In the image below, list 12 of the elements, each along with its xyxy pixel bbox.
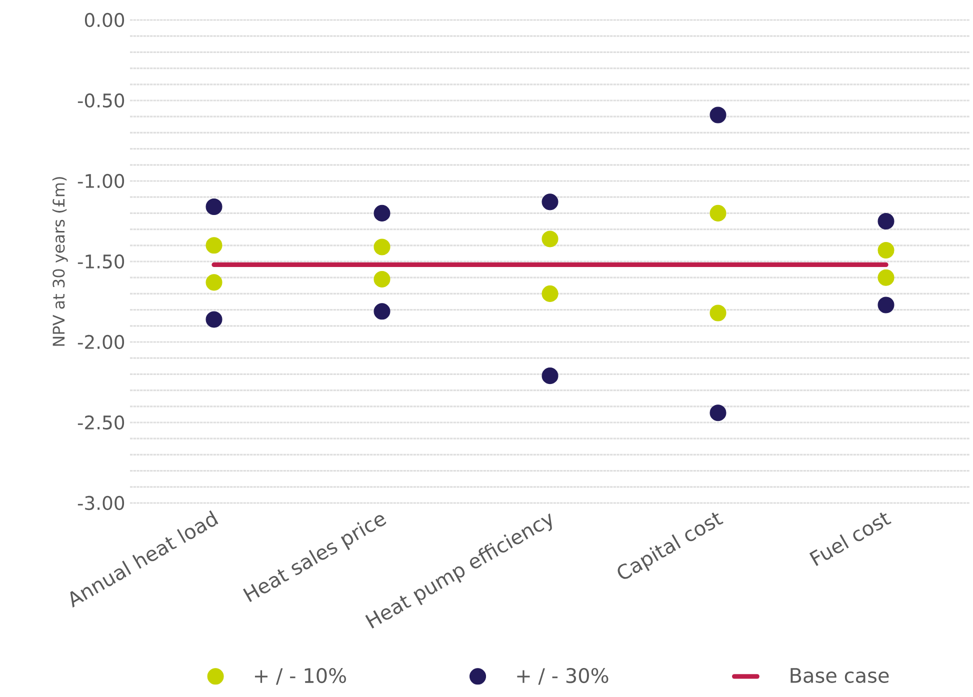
y-tick-label: -0.50: [78, 93, 124, 108]
y-axis-title: NPV at 30 years (£m): [52, 177, 68, 346]
x-tick-label: Fuel cost: [809, 512, 892, 566]
y-tick-label: -2.50: [78, 415, 124, 430]
legend-label: + / - 30%: [517, 668, 608, 685]
y-tick-label: -3.00: [78, 496, 124, 510]
legend-label: Base case: [790, 668, 889, 683]
y-tick-label: -2.00: [78, 334, 124, 350]
y-tick-label: -1.00: [78, 174, 124, 188]
y-tick-label: 0.00: [84, 12, 124, 28]
legend-label: + / - 10%: [254, 668, 346, 685]
y-tick-label: -1.50: [78, 254, 124, 269]
